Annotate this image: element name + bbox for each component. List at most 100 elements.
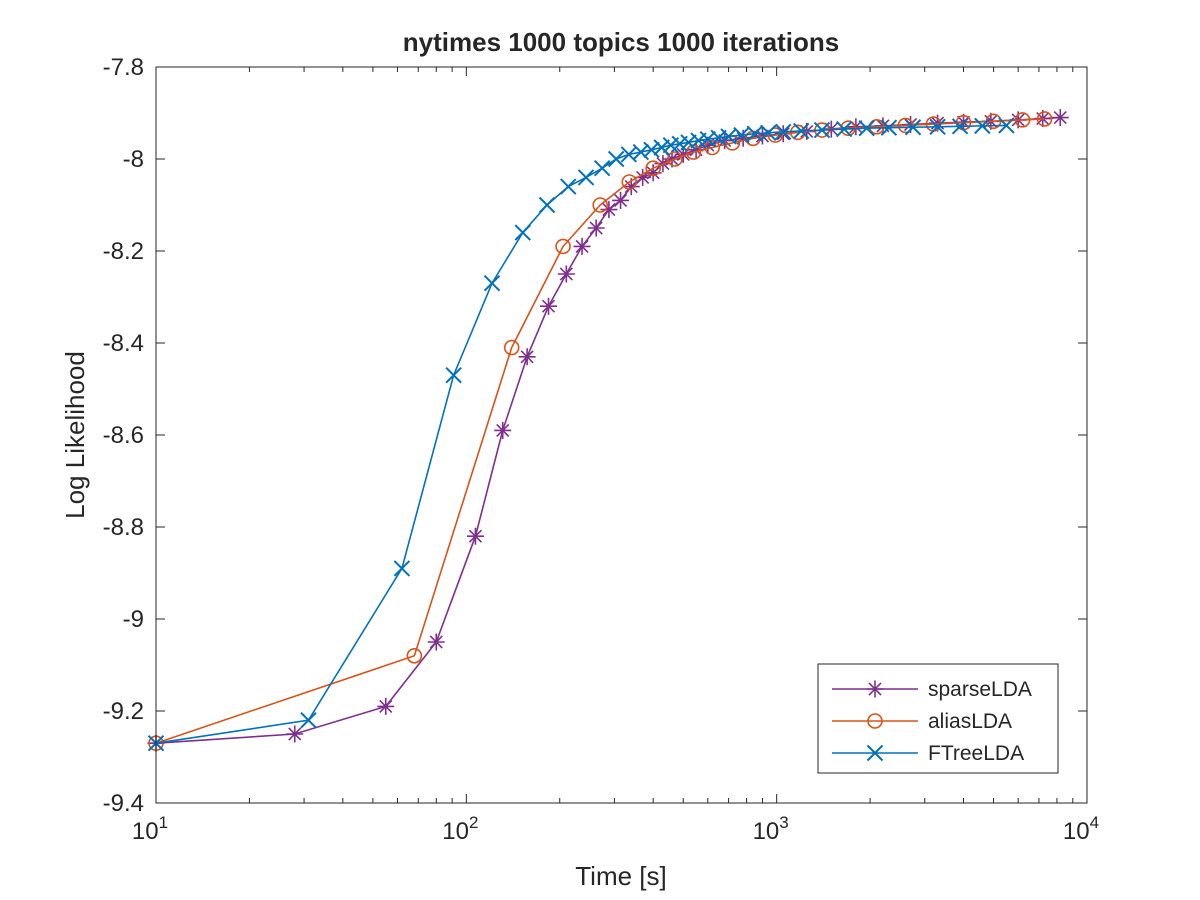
data-point-FTreeLDA-33-shape: [951, 118, 969, 135]
data-point-sparseLDA-8: [557, 265, 575, 283]
data-point-FTreeLDA-6: [538, 196, 556, 214]
data-point-FTreeLDA-29-shape: [858, 119, 875, 137]
data-point-FTreeLDA-3: [445, 366, 462, 384]
data-point-FTreeLDA-35: [998, 117, 1015, 134]
data-point-FTreeLDA-23: [746, 125, 763, 142]
data-point-sparseLDA-11: [600, 201, 618, 219]
legend-items: sparseLDA aliasLDA FTreeLDA: [832, 678, 1032, 765]
x-tick-label: 102: [442, 813, 478, 845]
series-FTreeLDA: [147, 117, 1015, 752]
data-point-sparseLDA-15-shape: [644, 164, 662, 182]
data-point-sparseLDA-7: [540, 297, 558, 315]
data-point-FTreeLDA-8: [577, 169, 595, 186]
data-point-FTreeLDA-26-shape: [793, 122, 810, 140]
data-point-sparseLDA-4-shape: [466, 527, 484, 545]
data-point-aliasLDA-21-shape: [1014, 112, 1031, 128]
data-point-FTreeLDA-21: [720, 128, 737, 145]
data-point-FTreeLDA-13: [643, 141, 660, 159]
y-axis-title: Log Likelihood: [60, 351, 90, 519]
data-point-FTreeLDA-29: [858, 119, 875, 137]
data-point-sparseLDA-9: [573, 237, 591, 255]
data-point-FTreeLDA-25-shape: [775, 123, 792, 141]
data-point-sparseLDA-7-shape: [540, 297, 558, 315]
data-point-sparseLDA-22-shape: [734, 129, 752, 147]
data-point-sparseLDA-17: [663, 150, 681, 168]
data-point-FTreeLDA-17: [680, 134, 697, 151]
data-point-FTreeLDA-23-shape: [746, 125, 763, 142]
data-point-FTreeLDA-28-shape: [835, 120, 853, 138]
data-point-FTreeLDA-30-shape: [880, 119, 898, 136]
data-point-aliasLDA-21: [1014, 112, 1031, 128]
data-point-FTreeLDA-33: [951, 118, 969, 135]
data-point-sparseLDA-9-shape: [573, 237, 591, 255]
data-point-FTreeLDA-2-shape: [393, 560, 411, 577]
data-point-sparseLDA-1: [286, 725, 304, 743]
data-point-FTreeLDA-9: [593, 159, 611, 177]
data-point-sparseLDA-18-shape: [674, 145, 692, 163]
series-layer: [147, 109, 1069, 752]
y-tick-label: -9: [123, 606, 144, 633]
y-tick-label: -8: [123, 146, 144, 173]
data-point-aliasLDA-1-shape: [406, 647, 423, 664]
data-point-FTreeLDA-27-shape: [813, 121, 831, 139]
data-point-sparseLDA-35: [1051, 109, 1069, 127]
data-point-FTreeLDA-27: [813, 121, 831, 139]
data-point-sparseLDA-1-shape: [286, 725, 304, 743]
data-point-sparseLDA-23-shape: [753, 127, 771, 145]
data-point-FTreeLDA-10-shape: [607, 150, 625, 168]
data-point-sparseLDA-4: [466, 527, 484, 545]
data-point-sparseLDA-8-shape: [557, 265, 575, 283]
data-point-FTreeLDA-10: [607, 150, 625, 168]
data-point-sparseLDA-3: [427, 633, 445, 651]
data-point-sparseLDA-3-shape: [427, 633, 445, 651]
legend-marker-shape: [867, 713, 883, 729]
y-tick-label: -8.2: [103, 238, 144, 265]
data-point-sparseLDA-27: [847, 118, 865, 136]
data-point-FTreeLDA-31-shape: [904, 119, 922, 136]
data-point-FTreeLDA-5-shape: [514, 224, 531, 241]
legend-item-aliasLDA: aliasLDA: [832, 710, 1012, 733]
legend-label: FTreeLDA: [928, 742, 1024, 765]
data-point-sparseLDA-14: [634, 168, 652, 186]
data-point-sparseLDA-18: [674, 145, 692, 163]
data-point-FTreeLDA-14-shape: [653, 139, 670, 156]
y-tick-label: -8.8: [103, 514, 144, 541]
legend-marker: [866, 680, 884, 698]
data-point-aliasLDA-1: [406, 647, 423, 664]
data-point-FTreeLDA-1: [300, 711, 317, 729]
data-point-aliasLDA-13-shape: [790, 124, 806, 141]
data-point-sparseLDA-27-shape: [847, 118, 865, 136]
data-point-FTreeLDA-12: [632, 143, 650, 161]
y-tick-label: -9.2: [103, 698, 144, 725]
data-point-FTreeLDA-5: [514, 224, 531, 241]
data-point-FTreeLDA-4: [483, 274, 501, 292]
data-point-sparseLDA-13-shape: [622, 178, 640, 196]
data-point-sparseLDA-6: [518, 348, 536, 366]
data-point-aliasLDA-2-shape: [503, 339, 520, 356]
data-point-aliasLDA-16: [868, 119, 885, 135]
data-point-aliasLDA-6-shape: [645, 160, 661, 176]
data-point-aliasLDA-13: [790, 124, 806, 141]
data-point-sparseLDA-12-shape: [612, 191, 630, 209]
legend: sparseLDA aliasLDA FTreeLDA: [817, 663, 1059, 774]
x-tick-label: 101: [132, 813, 168, 845]
data-point-FTreeLDA-1-shape: [300, 711, 317, 729]
data-point-FTreeLDA-31: [904, 119, 922, 136]
data-point-aliasLDA-7: [667, 151, 683, 167]
data-point-aliasLDA-6: [645, 160, 661, 176]
data-point-aliasLDA-7-shape: [667, 151, 683, 167]
data-point-FTreeLDA-24-shape: [760, 124, 777, 141]
data-point-FTreeLDA-9-shape: [593, 159, 611, 177]
data-point-FTreeLDA-22-shape: [733, 126, 750, 144]
x-tick-label: 103: [753, 813, 789, 845]
data-point-FTreeLDA-28: [835, 120, 853, 138]
data-point-FTreeLDA-24: [760, 124, 777, 141]
data-point-FTreeLDA-14: [653, 139, 670, 156]
data-point-sparseLDA-20-shape: [699, 136, 717, 154]
data-point-aliasLDA-12-shape: [767, 127, 784, 143]
data-point-FTreeLDA-8-shape: [577, 169, 595, 186]
data-point-FTreeLDA-7: [560, 178, 577, 195]
series-line-aliasLDA: [155, 118, 1045, 744]
